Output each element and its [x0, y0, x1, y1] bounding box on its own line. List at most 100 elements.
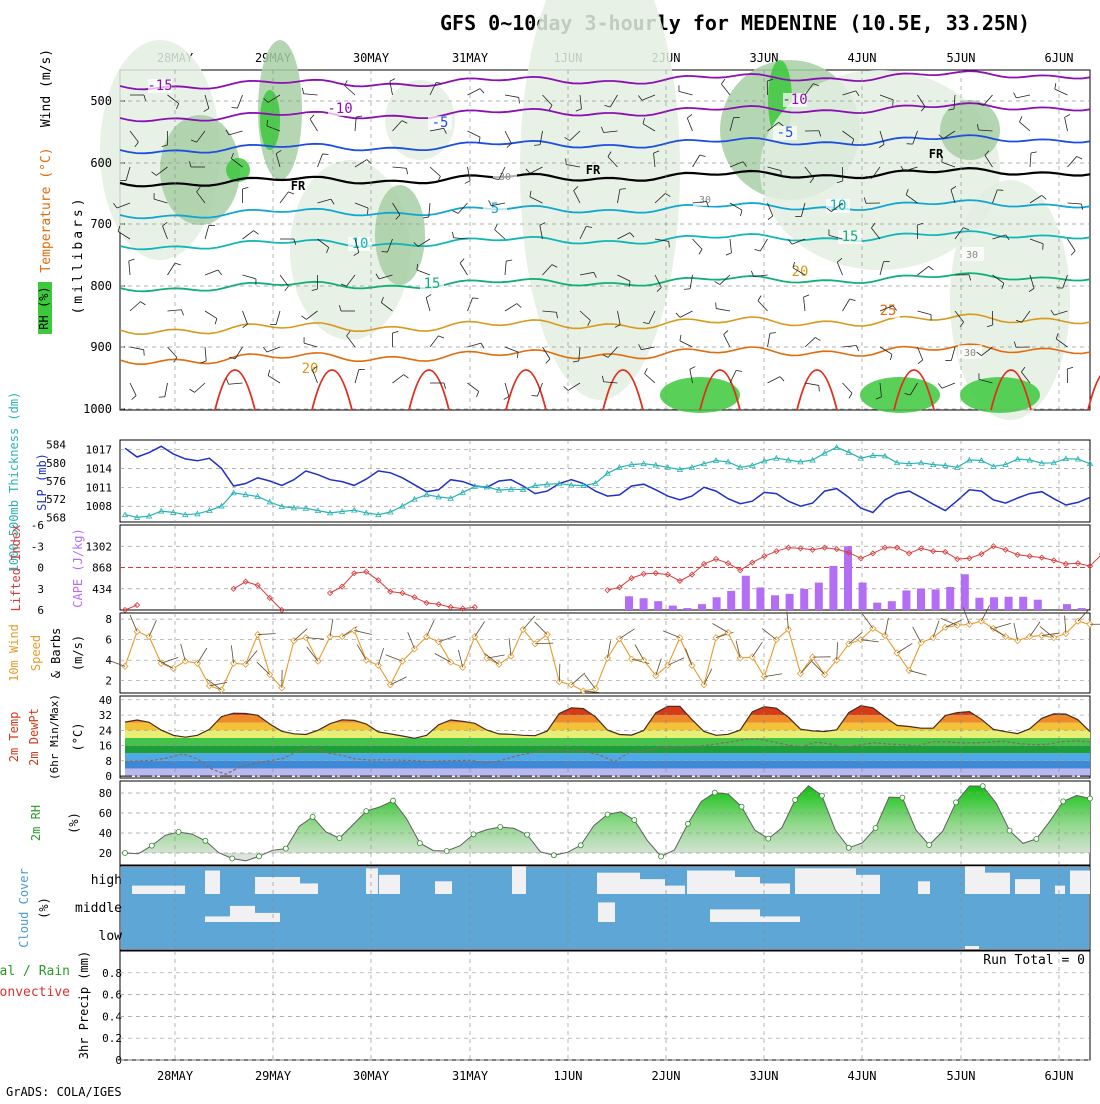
cape-tick-label: 1302: [86, 540, 113, 553]
wind-barb: [1016, 95, 1030, 98]
cape-bar: [902, 590, 910, 610]
wind-barb: [505, 347, 518, 352]
thickness-tick-label: 580: [46, 457, 66, 470]
wind-barb: [149, 620, 156, 636]
precip-ylabel-2: Convective: [0, 985, 70, 1000]
wind-barb: [468, 131, 481, 137]
li-tick-label: -3: [31, 540, 44, 553]
bottom-date-label: 5JUN: [947, 1069, 976, 1083]
wind-barb: [1055, 89, 1068, 95]
wind-barb: [229, 383, 243, 384]
contour-label: 25: [880, 303, 897, 319]
wind-barb: [168, 263, 175, 275]
wind-barb: [357, 645, 366, 661]
cape-tick-label: 868: [92, 562, 112, 575]
wind-barb: [355, 370, 359, 383]
temp-tick-label: 24: [99, 724, 113, 737]
cape-bar: [844, 546, 852, 610]
wind-ylabel-1: 10m Wind: [7, 624, 21, 682]
li-tick-label: 0: [37, 562, 44, 575]
wind-barb: [130, 383, 136, 396]
wind-barb: [505, 131, 511, 143]
wind-barb: [909, 670, 926, 675]
wind-barb-flag: [132, 396, 136, 400]
wind-barb: [130, 615, 137, 632]
slp-tick-label: 1014: [86, 462, 113, 475]
wind-barb: [130, 302, 140, 311]
wind-barb-flag: [436, 82, 442, 83]
panel-frame: [120, 951, 1090, 1060]
wind-barb: [693, 239, 703, 249]
wind-barb: [685, 649, 691, 666]
wind-barb: [913, 627, 921, 643]
wind-barb-flag: [768, 216, 773, 220]
thickness-tick-label: 584: [46, 439, 66, 452]
wind-barb-flag: [181, 310, 183, 316]
contour-label: 30: [966, 250, 978, 261]
wind-barb-flag: [715, 281, 720, 284]
wind-barb-flag: [645, 368, 648, 373]
upper-ylabel-temp: Temperature (°C): [39, 147, 54, 272]
bottom-date-label: 1JUN: [554, 1069, 583, 1083]
wind-barb: [843, 383, 853, 393]
wind-barb-flag: [465, 181, 470, 184]
rh-point: [793, 797, 798, 802]
temp-ylabel-2: 2m DewPt: [27, 708, 41, 766]
temp-tick-label: 8: [105, 755, 112, 768]
wind-barb-flag: [890, 354, 892, 360]
wind-barb-flag: [393, 331, 399, 333]
wind-barb-flag: [215, 318, 217, 324]
wind-barb-flag: [740, 210, 742, 216]
slp-ylabel: SLP (mb): [35, 453, 49, 511]
temp-band: [120, 700, 1090, 715]
rh-point: [927, 843, 932, 848]
thickness-line: [125, 447, 1090, 517]
wind-barb: [468, 89, 480, 95]
bottom-date-label: 29MAY: [255, 1069, 292, 1083]
wind-barb-flag: [1077, 156, 1082, 159]
wind-barb: [197, 648, 207, 663]
contour-label: -15: [147, 78, 172, 94]
wind-barb: [165, 383, 168, 397]
wind-barb: [804, 297, 805, 311]
cape-bar: [756, 587, 764, 610]
contour-label: 15: [842, 229, 859, 245]
wind-barb-flag: [426, 294, 431, 297]
wind-barb: [181, 644, 186, 661]
wind-barb: [801, 660, 813, 673]
cloud-high-gap: [379, 875, 400, 894]
cape-bar: [800, 589, 808, 610]
wind-barb: [246, 650, 258, 664]
wind-barb-flag: [938, 383, 942, 388]
cloud-middle-gap: [598, 902, 615, 922]
wind-barb: [205, 270, 218, 275]
temp-band: [120, 730, 1090, 738]
temp-band: [120, 761, 1090, 769]
rh-tick-label: 60: [99, 807, 112, 820]
cape-bar: [654, 601, 662, 610]
cloud-high-gap: [205, 871, 220, 894]
wind-barb: [1068, 203, 1082, 204]
wind-barb-flag: [367, 208, 368, 214]
wind-barb-flag: [460, 259, 464, 263]
cloud-level-label: low: [99, 929, 123, 944]
wind-barb: [268, 376, 280, 383]
wind-barb: [243, 275, 256, 279]
wind-barb-flag: [263, 347, 267, 352]
thickness-tick-label: 568: [46, 511, 66, 524]
wind-barb-flag: [755, 249, 761, 251]
wind-barb-flag: [726, 253, 732, 255]
wind-barb-flag: [815, 337, 820, 340]
wind-barb-flag: [532, 395, 538, 396]
wind-barb: [267, 347, 280, 352]
wind-barb: [129, 261, 130, 275]
wind-barb: [730, 370, 736, 383]
wind-barb: [304, 343, 317, 347]
cloud-low-gap: [965, 946, 979, 949]
wind-barb-flag: [140, 302, 145, 305]
precip-tick-label: 0.4: [102, 1010, 122, 1023]
